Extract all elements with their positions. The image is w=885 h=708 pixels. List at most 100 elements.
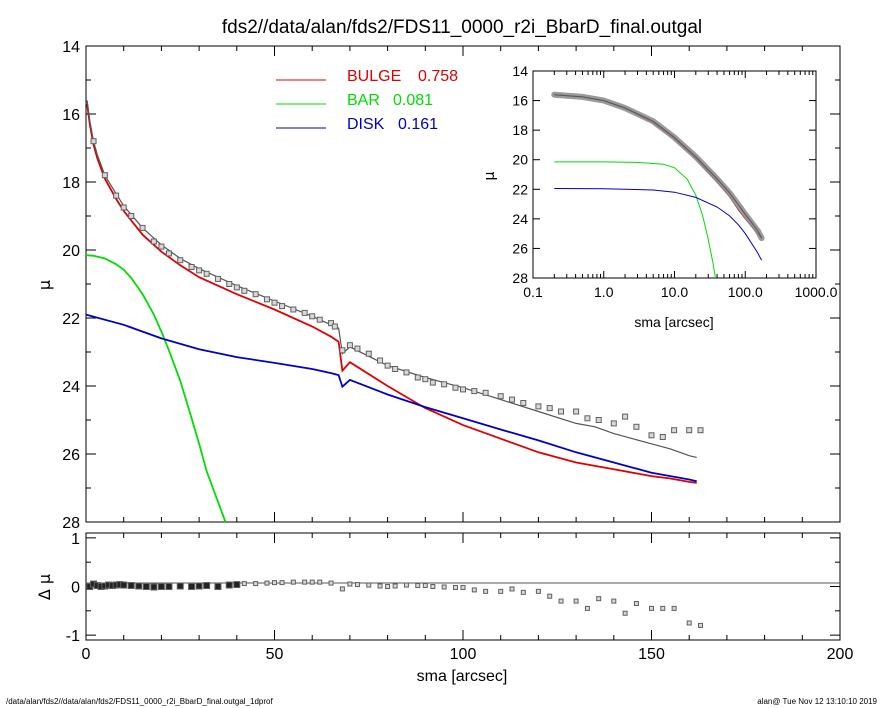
main-data-point	[120, 204, 127, 211]
main-plot: 14 16 18 20 22 24 26 28 μ BULGE 0.758 BAR 0.081…	[35, 39, 841, 532]
main-data-point	[271, 299, 278, 306]
residual-data-point	[520, 589, 526, 595]
main-data-point	[686, 427, 693, 434]
inset-ytick-label: 26	[512, 240, 528, 256]
residual-ytick-label: 1	[71, 531, 80, 548]
main-data-point	[414, 374, 421, 381]
main-data-point	[535, 403, 542, 410]
residual-data-point	[241, 581, 247, 587]
residual-data-point	[214, 583, 222, 590]
main-data-point	[113, 192, 120, 199]
residual-data-point	[176, 582, 184, 590]
residual-data-point	[535, 588, 541, 594]
residual-data-point	[498, 588, 504, 594]
main-data-point	[610, 420, 617, 427]
main-data-point	[482, 389, 489, 396]
main-data-point	[546, 405, 553, 412]
legend-value-bulge: 0.758	[418, 68, 458, 85]
main-data-point	[203, 270, 210, 277]
inset-ytick-label: 22	[512, 181, 528, 197]
residual-data-point	[633, 601, 639, 607]
inset-xtick-label: 1.0	[594, 284, 614, 300]
residual-data-point	[422, 583, 428, 589]
residual-data-point	[195, 582, 203, 590]
main-series-line-bulge	[86, 103, 697, 484]
residual-data-point	[671, 605, 677, 611]
main-data-point	[252, 291, 259, 298]
main-data-point	[659, 434, 666, 440]
main-ylabel: μ	[35, 280, 54, 290]
legend-value-bar: 0.081	[393, 92, 433, 109]
main-data-point	[309, 313, 316, 320]
residual-data-point	[142, 583, 150, 590]
residual-data-point	[264, 580, 270, 586]
inset-series	[551, 91, 765, 279]
residual-data-point	[135, 582, 143, 590]
residual-data-point	[584, 605, 590, 611]
main-data-point	[471, 388, 478, 395]
residual-data-point	[150, 583, 158, 591]
residual-data-point	[366, 582, 372, 588]
inset-ytick-label: 18	[512, 122, 528, 138]
inset-ytick-label: 16	[512, 93, 528, 109]
main-axis-ticks: 14 16 18 20 22 24 26 28	[62, 39, 841, 532]
main-data-point	[196, 267, 203, 274]
legend-label-bulge: BULGE	[347, 68, 401, 85]
main-data-point	[392, 366, 399, 372]
residual-data-point	[225, 581, 233, 589]
main-data-point	[339, 347, 346, 354]
main-data-point	[158, 243, 165, 250]
main-data-point	[241, 287, 248, 294]
residual-xtick-label: 100	[450, 646, 477, 663]
main-data-point	[279, 303, 286, 310]
residual-series	[86, 579, 704, 628]
footer-right: alan@ Tue Nov 12 13:10:10 2019	[757, 697, 877, 706]
main-data-point	[150, 238, 157, 245]
main-data-point	[316, 316, 323, 323]
residual-data-point	[127, 582, 135, 590]
main-data-point	[460, 386, 466, 393]
inset-axis-ticks: 14 16 18 20 22 24 26 280.1 1.0 10.0 100.0 1000.0	[512, 63, 837, 300]
inset-xtick-label: 10.0	[661, 284, 688, 300]
residual-data-point	[339, 586, 345, 592]
main-data-point	[346, 342, 353, 349]
inset-ytick-label: 24	[512, 211, 528, 227]
main-data-point	[697, 427, 704, 434]
main-data-point	[377, 357, 384, 364]
main-data-point	[177, 257, 184, 264]
main-data-point	[422, 376, 429, 383]
main-series-line-bar	[85, 254, 227, 523]
main-data-point	[671, 427, 678, 434]
main-ytick-label: 16	[62, 107, 80, 124]
main-data-point	[101, 172, 108, 179]
residual-data-point	[430, 584, 436, 589]
residual-data-point	[573, 598, 579, 604]
residual-data-point	[354, 582, 360, 588]
legend-label-bar: BAR	[347, 92, 380, 109]
main-data-point	[328, 320, 335, 327]
residual-data-point	[558, 598, 564, 604]
main-data-point	[429, 379, 436, 386]
residual-data-point	[203, 582, 211, 590]
main-data-point	[633, 423, 640, 430]
residual-xtick-label: 150	[638, 646, 665, 663]
residual-data-point	[279, 580, 285, 586]
legend: BULGE 0.758 BAR 0.081 DISK 0.161	[276, 68, 458, 133]
main-data-point	[233, 284, 240, 291]
main-data-point	[622, 413, 629, 420]
residual-data-point	[622, 610, 628, 616]
main-data-point	[139, 224, 146, 231]
residual-data-point	[253, 581, 259, 587]
residual-data-point	[452, 584, 458, 590]
main-data-point	[573, 408, 580, 415]
residual-data-point	[272, 580, 277, 586]
main-data-point	[90, 138, 97, 145]
main-data-point	[452, 384, 459, 391]
residual-data-point	[649, 605, 654, 611]
inset-ytick-label: 14	[512, 63, 528, 79]
main-data-point	[497, 393, 504, 400]
inset-series-line-disk	[554, 188, 763, 261]
